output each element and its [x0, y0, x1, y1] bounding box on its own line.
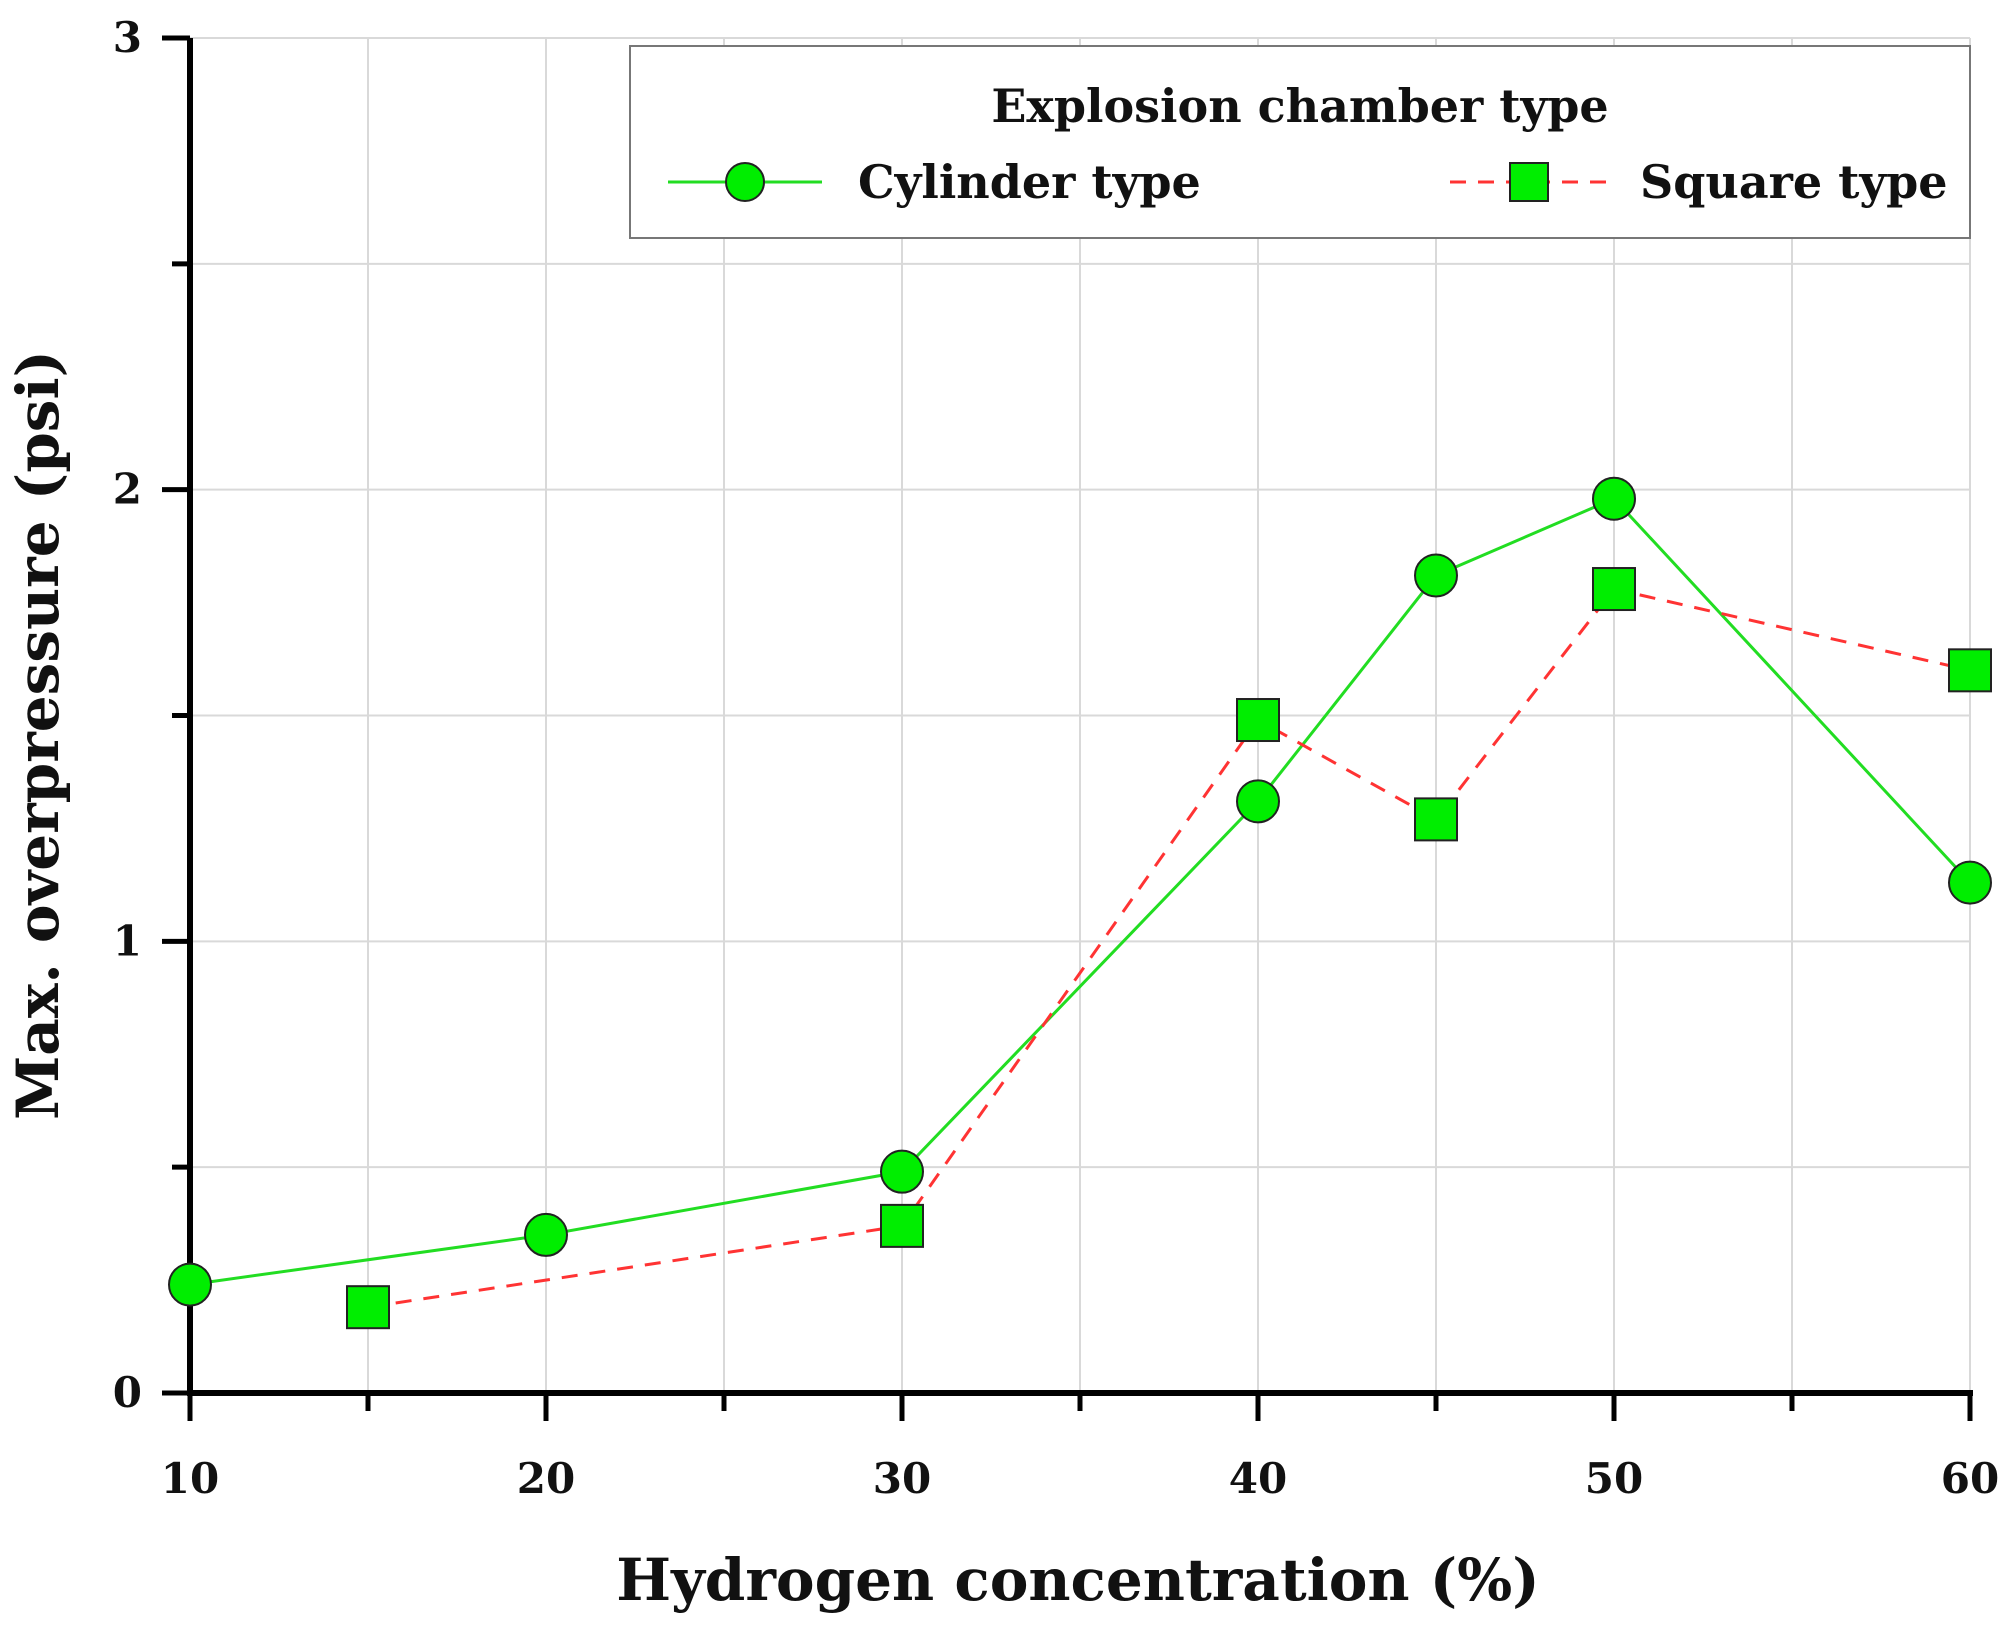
- x-tick-label: 60: [1941, 1454, 1999, 1503]
- legend: Explosion chamber type Cylinder type Squ…: [629, 45, 1971, 239]
- legend-cylinder-label: Cylinder type: [858, 155, 1201, 209]
- data-point-circle: [524, 1212, 568, 1257]
- series-line-square: [367, 587, 1971, 1309]
- ticks: 10 20 30 40 50 60 0 1 2 3: [113, 13, 1999, 1503]
- y-tick-label: 2: [113, 465, 142, 514]
- x-tick-label: 10: [161, 1454, 219, 1503]
- data-point-circle: [1236, 779, 1280, 824]
- data-point-square: [880, 1203, 924, 1248]
- series-markers-square: [346, 567, 1992, 1330]
- y-tick-label: 1: [113, 916, 142, 965]
- legend-square-label: Square type: [1640, 155, 1948, 209]
- series-markers-cylinder: [168, 476, 1992, 1307]
- y-tick-label: 0: [113, 1368, 142, 1417]
- legend-title: Explosion chamber type: [991, 79, 1608, 133]
- legend-square-marker: [1509, 162, 1549, 202]
- data-point-circle: [880, 1149, 924, 1194]
- legend-cylinder-marker: [725, 162, 765, 202]
- data-point-square: [346, 1285, 390, 1330]
- data-point-square: [1414, 797, 1458, 842]
- data-point-square: [1592, 567, 1636, 612]
- x-tick-label: 50: [1585, 1454, 1643, 1503]
- data-point-circle: [1592, 476, 1636, 521]
- data-point-circle: [168, 1262, 212, 1307]
- x-tick-label: 30: [873, 1454, 931, 1503]
- y-axis-title: Max. overpressure (psi): [4, 350, 72, 1120]
- data-point-circle: [1948, 860, 1992, 905]
- grid: [190, 37, 1971, 1393]
- y-tick-label: 3: [113, 13, 142, 62]
- x-axis-title: Hydrogen concentration (%): [616, 1546, 1539, 1614]
- x-tick-label: 20: [517, 1454, 575, 1503]
- data-point-circle: [1414, 553, 1458, 598]
- data-point-square: [1236, 698, 1280, 743]
- series-layer: [168, 476, 1992, 1330]
- data-point-square: [1948, 648, 1992, 693]
- x-tick-label: 40: [1229, 1454, 1287, 1503]
- legend-box: [629, 45, 1971, 239]
